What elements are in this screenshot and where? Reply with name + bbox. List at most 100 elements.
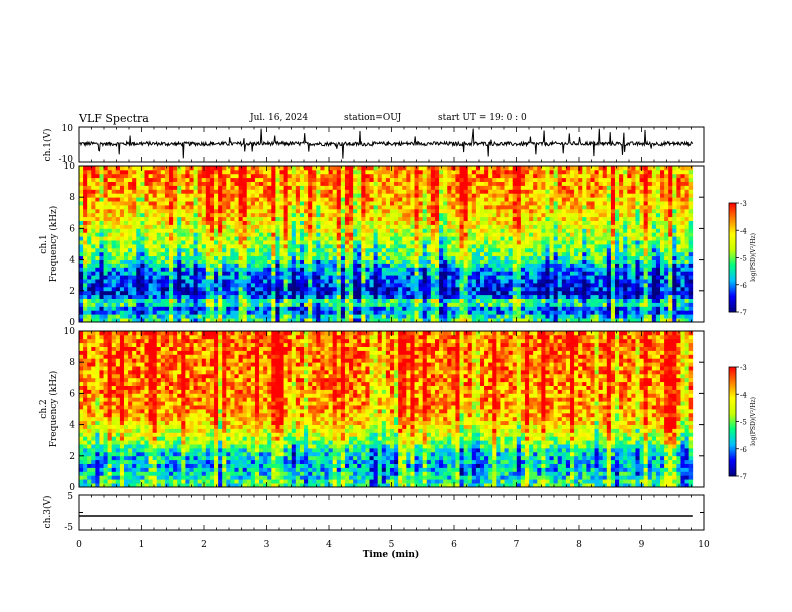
spectrogram-cell bbox=[545, 275, 550, 280]
spectrogram-cell bbox=[234, 169, 239, 175]
spectrogram-cell bbox=[344, 310, 350, 315]
spectrogram-cell bbox=[565, 173, 571, 179]
spectrogram-cell bbox=[529, 275, 534, 280]
spectrogram-cell bbox=[524, 263, 530, 268]
spectrogram-cell bbox=[574, 205, 579, 210]
spectrogram-cell bbox=[439, 298, 444, 303]
spectrogram-cell bbox=[455, 181, 460, 186]
spectrogram-cell bbox=[324, 212, 329, 218]
spectrogram-cell bbox=[549, 169, 555, 175]
spectrogram-cell bbox=[189, 216, 194, 221]
spectrogram-cell bbox=[320, 267, 325, 272]
spectrogram-cell bbox=[561, 201, 567, 206]
spectrogram-cell bbox=[304, 224, 309, 229]
spectrogram-cell bbox=[152, 236, 158, 241]
spectrogram-cell bbox=[124, 169, 129, 175]
spectrogram-cell bbox=[95, 286, 100, 292]
spectrogram-cell bbox=[447, 216, 452, 221]
spectrogram-cell bbox=[578, 232, 583, 237]
spectrogram-cell bbox=[169, 240, 174, 245]
spectrogram-cell bbox=[570, 306, 575, 311]
spectrogram-cell bbox=[205, 166, 211, 171]
spectrogram-cell bbox=[426, 181, 432, 186]
spectrogram-cell bbox=[254, 189, 260, 194]
spectrogram-cell bbox=[299, 255, 305, 260]
spectrogram-cell bbox=[451, 294, 456, 299]
spectrogram-cell bbox=[369, 294, 374, 299]
spectrogram-cell bbox=[385, 232, 391, 237]
spectrogram-cell bbox=[124, 173, 129, 179]
spectrogram-cell bbox=[91, 275, 96, 280]
spectrogram-cell bbox=[439, 263, 444, 268]
spectrogram-cell bbox=[79, 212, 84, 218]
spectrogram-cell bbox=[193, 224, 199, 229]
spectrogram-cell bbox=[254, 181, 260, 186]
spectrogram-cell bbox=[418, 310, 424, 315]
spectrogram-cell bbox=[250, 267, 256, 272]
spectrogram-cell bbox=[218, 247, 223, 253]
spectrogram-cell bbox=[389, 263, 395, 268]
spectrogram-cell bbox=[295, 232, 301, 237]
spectrogram-cell bbox=[119, 283, 125, 288]
spectrogram-cell bbox=[177, 302, 182, 307]
spectrogram-cell bbox=[357, 181, 362, 186]
spectrogram-cell bbox=[389, 240, 395, 245]
spectrogram-cell bbox=[439, 173, 444, 179]
spectrogram-cell bbox=[394, 283, 399, 288]
spectrogram-cell bbox=[218, 263, 223, 268]
spectrogram-cell bbox=[463, 181, 469, 186]
spectrogram-cell bbox=[557, 263, 563, 268]
spectrogram-cell bbox=[557, 224, 563, 229]
spectrogram-cell bbox=[136, 318, 141, 323]
spectrogram-cell bbox=[467, 263, 473, 268]
spectrogram-cell bbox=[549, 279, 555, 284]
spectrogram-cell bbox=[574, 208, 579, 214]
spectrogram-cell bbox=[394, 286, 399, 292]
spectrogram-cell bbox=[508, 185, 514, 190]
spectrogram-cell bbox=[455, 298, 460, 303]
spectrogram-cell bbox=[320, 283, 325, 288]
spectrogram-cell bbox=[152, 205, 158, 210]
spectrogram-cell bbox=[443, 298, 448, 303]
spectrogram-cell bbox=[250, 286, 256, 292]
spectrogram-cell bbox=[140, 189, 145, 194]
spectrogram-cell bbox=[430, 220, 436, 225]
spectrogram-cell bbox=[214, 255, 219, 260]
spectrogram-cell bbox=[340, 251, 346, 257]
spectrogram-cell bbox=[287, 208, 293, 214]
spectrogram-cell bbox=[349, 189, 354, 194]
spectrogram-cell bbox=[152, 220, 158, 225]
spectrogram-cell bbox=[299, 236, 305, 241]
spectrogram-cell bbox=[115, 251, 121, 257]
spectrogram-cell bbox=[451, 173, 456, 179]
spectrogram-cell bbox=[512, 208, 518, 214]
spectrogram-cell bbox=[324, 310, 329, 315]
spectrogram-cell bbox=[189, 306, 194, 311]
spectrogram-cell bbox=[332, 228, 338, 233]
spectrogram-cell bbox=[586, 263, 591, 268]
spectrogram-cell bbox=[152, 189, 158, 194]
spectrogram-cell bbox=[549, 302, 555, 307]
spectrogram-cell bbox=[119, 302, 125, 307]
spectrogram-cell bbox=[148, 212, 154, 218]
spectrogram-cell bbox=[512, 189, 518, 194]
spectrogram-cell bbox=[308, 271, 313, 276]
spectrogram-cell bbox=[99, 275, 104, 280]
spectrogram-cell bbox=[475, 228, 481, 233]
spectrogram-cell bbox=[308, 189, 313, 194]
spectrogram-cell bbox=[398, 212, 403, 218]
spectrogram-cell bbox=[561, 318, 567, 323]
spectrogram-cell bbox=[144, 185, 149, 190]
spectrogram-cell bbox=[164, 294, 170, 299]
spectrogram-cell bbox=[365, 220, 370, 225]
spectrogram-cell bbox=[222, 255, 227, 260]
spectrogram-cell bbox=[320, 247, 325, 253]
spectrogram-cell bbox=[557, 271, 563, 276]
spectrogram-cell bbox=[181, 205, 186, 210]
spectrogram-cell bbox=[242, 279, 248, 284]
spectrogram-cell bbox=[340, 286, 346, 292]
spectrogram-cell bbox=[254, 259, 260, 264]
spectrogram-cell bbox=[402, 181, 407, 186]
spectrogram-cell bbox=[99, 247, 104, 253]
spectrogram-cell bbox=[516, 205, 522, 210]
